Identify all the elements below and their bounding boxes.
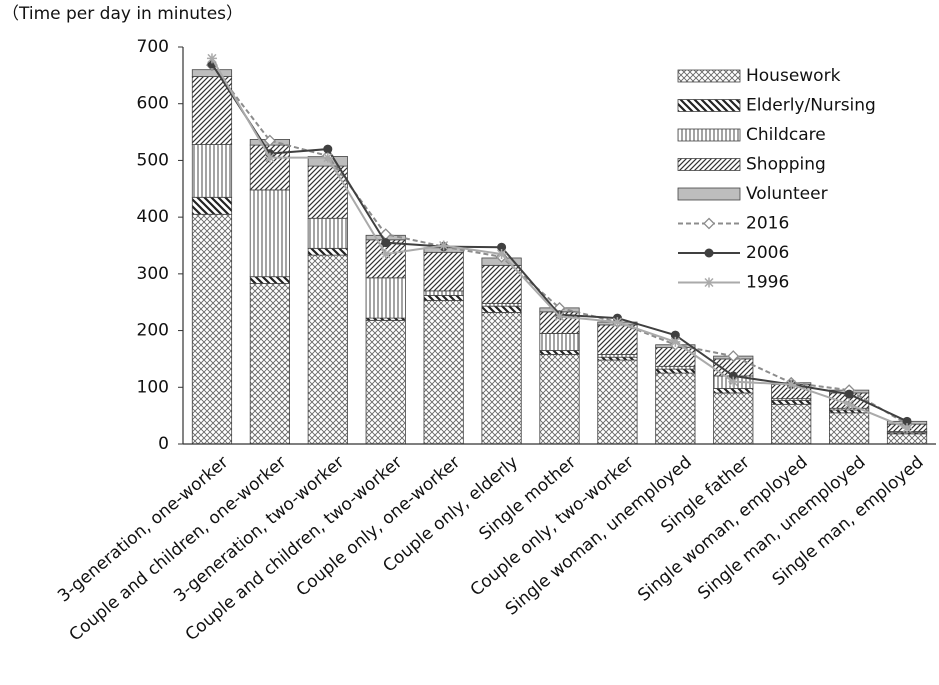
line-marker xyxy=(206,53,217,64)
line-marker xyxy=(670,330,680,340)
line-marker xyxy=(728,371,738,381)
bar-segment xyxy=(191,196,233,215)
y-tick-label: 0 xyxy=(158,434,169,454)
line-marker xyxy=(844,389,854,399)
bar-segment xyxy=(249,189,290,278)
y-tick-label: 100 xyxy=(137,377,169,397)
bar-segment xyxy=(423,251,464,292)
y-axis-label: （Time per day in minutes） xyxy=(2,4,243,24)
line-marker xyxy=(844,399,855,410)
legend-label: Volunteer xyxy=(746,184,828,204)
legend-swatch xyxy=(677,158,741,171)
y-tick-label: 700 xyxy=(137,37,169,57)
legend-label: Shopping xyxy=(746,155,826,175)
y-tick-label: 400 xyxy=(137,207,169,227)
bar-segment xyxy=(655,372,696,445)
bar-segment xyxy=(249,283,290,445)
bar-segment xyxy=(423,290,464,296)
bar-segment xyxy=(771,403,812,445)
bar-segment xyxy=(655,368,696,374)
line-marker xyxy=(381,238,391,248)
bar-segment xyxy=(597,324,638,355)
bar-segment xyxy=(307,217,348,249)
line-marker xyxy=(902,416,912,426)
line-marker xyxy=(727,350,740,363)
legend-swatch xyxy=(677,128,741,142)
bar-segment xyxy=(365,277,406,319)
legend-label: Housework xyxy=(746,66,841,86)
bar-segment xyxy=(481,264,522,304)
bar-segment xyxy=(886,433,928,445)
line-marker xyxy=(263,134,276,147)
legend-label: 2006 xyxy=(746,243,789,263)
bar-segment xyxy=(539,353,580,445)
legend-marker xyxy=(704,277,714,288)
legend-label: Elderly/Nursing xyxy=(746,96,876,116)
bar-segment xyxy=(829,412,870,445)
bar-segment xyxy=(191,144,233,198)
bar-segment xyxy=(481,302,522,307)
bar-segment xyxy=(191,76,233,145)
line-marker xyxy=(438,240,449,251)
y-tick-label: 600 xyxy=(137,94,169,114)
legend-label: 2016 xyxy=(746,214,789,234)
line-marker xyxy=(902,423,913,434)
line-marker xyxy=(323,144,333,154)
bar-segment xyxy=(539,333,580,351)
y-tick-label: 500 xyxy=(137,150,169,170)
legend-marker xyxy=(703,217,715,230)
bar-segment xyxy=(307,247,348,256)
line-marker xyxy=(554,311,565,322)
legend-marker xyxy=(704,248,714,258)
y-tick-label: 200 xyxy=(137,321,169,341)
bar-segment xyxy=(423,295,464,301)
y-tick-label: 300 xyxy=(137,264,169,284)
legend-swatch xyxy=(677,69,741,83)
line-marker xyxy=(728,376,739,387)
line-marker xyxy=(380,249,391,260)
bar-segment xyxy=(307,254,348,445)
bar-segment xyxy=(597,353,638,358)
bar-segment xyxy=(655,365,696,370)
legend-swatch xyxy=(677,99,741,112)
bar-segment xyxy=(597,356,638,361)
line-marker xyxy=(670,336,681,347)
bar-segment xyxy=(771,399,812,405)
bar-segment xyxy=(249,276,290,284)
line-marker xyxy=(786,379,797,390)
line-marker xyxy=(322,152,333,163)
bar-segment xyxy=(481,312,522,445)
legend-label: Childcare xyxy=(746,125,826,145)
line-marker xyxy=(612,317,623,328)
bar-segment xyxy=(713,388,754,394)
line-marker xyxy=(264,152,275,163)
bar-segment xyxy=(597,359,638,445)
bar-segment xyxy=(191,213,233,445)
bar-segment xyxy=(539,350,580,355)
bar-segment xyxy=(423,300,464,445)
x-tick-label: Couple and children, one-worker xyxy=(66,452,291,645)
line-marker xyxy=(496,249,507,260)
line-marker xyxy=(497,242,507,252)
bar-segment xyxy=(365,319,406,445)
legend-swatch xyxy=(677,187,741,201)
bar-segment xyxy=(713,392,754,445)
legend-label: 1996 xyxy=(746,273,789,293)
bar-segment xyxy=(481,305,522,313)
